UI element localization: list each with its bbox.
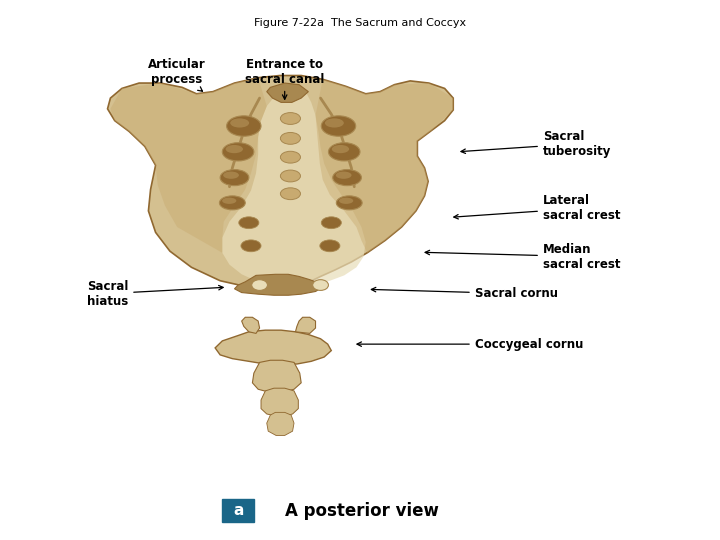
Ellipse shape <box>230 118 249 127</box>
Ellipse shape <box>280 132 300 144</box>
Ellipse shape <box>239 217 259 228</box>
Ellipse shape <box>321 217 341 228</box>
Ellipse shape <box>325 118 344 127</box>
Polygon shape <box>253 360 301 393</box>
Ellipse shape <box>241 240 261 252</box>
Text: Entrance to
sacral canal: Entrance to sacral canal <box>245 58 325 99</box>
Ellipse shape <box>332 145 349 153</box>
Ellipse shape <box>320 240 340 252</box>
Ellipse shape <box>339 198 354 204</box>
Ellipse shape <box>280 151 300 163</box>
Ellipse shape <box>312 280 328 291</box>
Text: a: a <box>233 503 243 518</box>
Text: Median
sacral crest: Median sacral crest <box>425 242 621 271</box>
Ellipse shape <box>227 116 261 136</box>
Ellipse shape <box>222 198 236 204</box>
Polygon shape <box>267 83 308 103</box>
Ellipse shape <box>336 172 351 179</box>
Polygon shape <box>107 76 453 291</box>
Polygon shape <box>235 274 323 295</box>
Ellipse shape <box>252 280 267 291</box>
Polygon shape <box>315 79 453 253</box>
Text: Coccygeal cornu: Coccygeal cornu <box>357 338 583 350</box>
Polygon shape <box>222 86 366 287</box>
Ellipse shape <box>321 116 356 136</box>
Ellipse shape <box>280 113 300 124</box>
Ellipse shape <box>328 143 360 161</box>
FancyBboxPatch shape <box>222 499 254 523</box>
Polygon shape <box>215 330 331 364</box>
Text: Articular
process: Articular process <box>148 58 206 91</box>
Ellipse shape <box>280 170 300 182</box>
Text: Figure 7-22a  The Sacrum and Coccyx: Figure 7-22a The Sacrum and Coccyx <box>254 17 466 28</box>
Text: Sacral
tuberosity: Sacral tuberosity <box>461 130 611 158</box>
Polygon shape <box>267 413 294 435</box>
Text: A posterior view: A posterior view <box>284 502 438 519</box>
Ellipse shape <box>225 145 243 153</box>
Ellipse shape <box>336 196 362 210</box>
Text: Sacral cornu: Sacral cornu <box>372 287 558 300</box>
Ellipse shape <box>220 196 246 210</box>
Polygon shape <box>110 78 267 253</box>
Text: Lateral
sacral crest: Lateral sacral crest <box>454 194 621 222</box>
Ellipse shape <box>333 170 361 186</box>
Polygon shape <box>295 318 315 333</box>
Ellipse shape <box>280 188 300 200</box>
Ellipse shape <box>220 170 249 186</box>
Polygon shape <box>242 318 260 333</box>
Ellipse shape <box>222 143 254 161</box>
Polygon shape <box>261 388 298 416</box>
Ellipse shape <box>223 172 239 179</box>
Text: Sacral
hiatus: Sacral hiatus <box>87 280 223 308</box>
